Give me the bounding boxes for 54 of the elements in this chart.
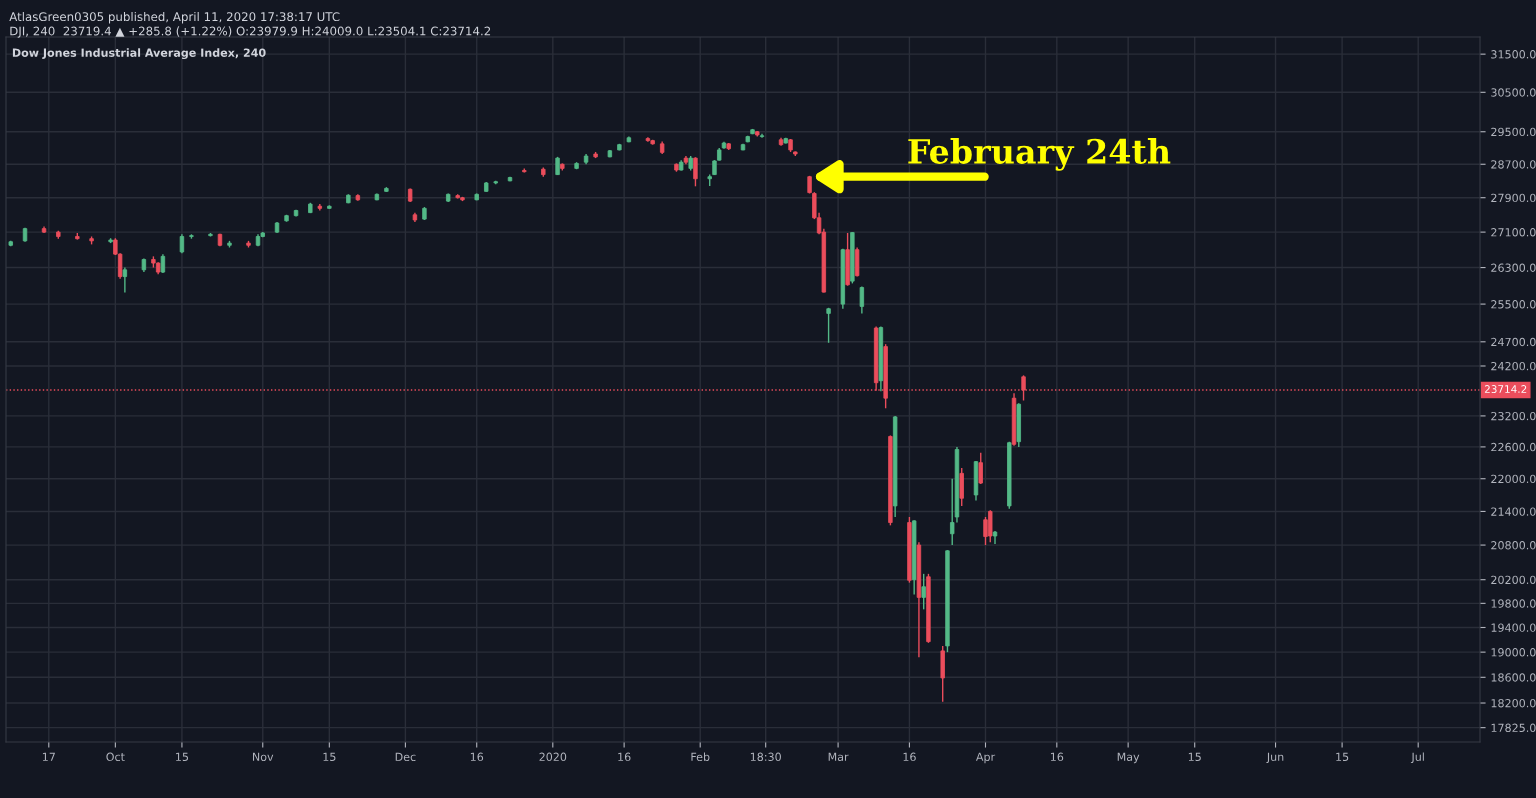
candlestick (160, 253, 166, 274)
x-tick-label: Dec (395, 752, 416, 762)
x-tick-label: Jun (1266, 752, 1284, 764)
candlestick (826, 307, 831, 344)
y-tick-label: 18600.0 (1491, 673, 1536, 682)
x-tick-label: 16 (903, 752, 916, 762)
candlestick (693, 156, 698, 188)
annotation: DJI, 240 23719.4 ▲ +285.8 (+1.22%) O:23979.9 H:24009.0 L:23504.1 C:23714.2 (10, 26, 491, 38)
y-tick-label: 19800.0 (1491, 599, 1536, 608)
text: AtlasGreen0305 published, April 11, 2020 17:38:17 UTC (9, 11, 340, 24)
x-tick-label: Jul (1410, 752, 1424, 764)
x-tick-label: 16 (1050, 752, 1064, 762)
candlestick (921, 573, 926, 611)
y-tick-label: 19400.0 (1491, 623, 1536, 632)
x-tick-label: 16 (470, 752, 484, 762)
x-tick-label: Nov (253, 752, 274, 762)
y-tick-label: 24200.0 (1491, 361, 1536, 371)
x-tick-label: 15 (176, 752, 189, 762)
y-tick-label: 20200.0 (1491, 575, 1536, 585)
y-tick-label: 21400.0 (1491, 507, 1536, 516)
x-tick-label: 16 (618, 752, 631, 762)
x-tick-label: 2020 (539, 752, 567, 762)
y-tick-label: 22000.0 (1491, 474, 1536, 484)
x-tick-label: 18:30 (750, 752, 781, 762)
x-tick-label: Feb (691, 752, 710, 762)
x-tick-label: 15 (1336, 752, 1349, 762)
y-tick-label: 18200.0 (1491, 698, 1536, 708)
y-tick-label: 25500.0 (1491, 300, 1536, 309)
candlestick (859, 285, 865, 315)
x-tick-label: 17 (42, 752, 55, 761)
x-tick-label: Oct (106, 752, 125, 762)
y-tick-label: 28700.0 (1491, 160, 1536, 169)
annotation: February 24th (908, 138, 1171, 171)
x-tick-label: May (1117, 752, 1140, 764)
y-tick-label: 31500.0 (1491, 50, 1536, 59)
y-tick-label: 23200.0 (1491, 411, 1536, 421)
y-tick-label: 19000.0 (1491, 648, 1536, 657)
x-tick-label: Mar (828, 752, 849, 762)
ref-line-label: 23714.2 (1484, 385, 1527, 393)
y-tick-label: 27100.0 (1491, 228, 1536, 237)
y-tick-label: 22600.0 (1491, 442, 1536, 452)
y-tick-label: 27900.0 (1491, 193, 1536, 203)
x-tick-label: 15 (1188, 752, 1201, 762)
y-tick-label: 17825.0 (1491, 723, 1536, 733)
text: Dow Jones Industrial Average Index, 240 (12, 48, 266, 60)
y-tick-label: 26300.0 (1491, 263, 1536, 272)
y-tick-label: 20800.0 (1491, 541, 1536, 550)
candlestick (122, 266, 128, 294)
candlestick (978, 451, 983, 485)
y-tick-label: 29500.0 (1491, 127, 1536, 137)
y-tick-label: 24700.0 (1491, 337, 1536, 347)
x-tick-label: Apr (975, 752, 996, 764)
x-tick-label: 15 (323, 752, 336, 762)
y-tick-label: 30500.0 (1491, 88, 1536, 97)
